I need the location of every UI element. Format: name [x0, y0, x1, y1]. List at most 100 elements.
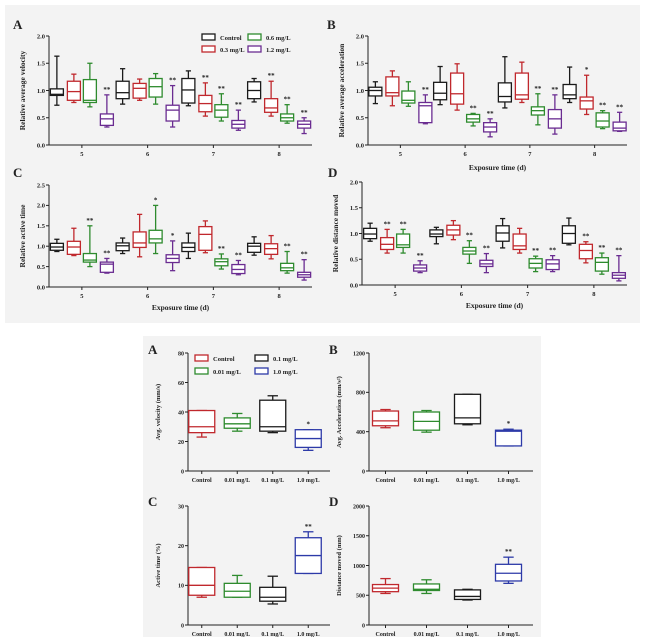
box-plot	[429, 226, 444, 245]
box-iqr	[453, 393, 482, 425]
legend-swatch	[254, 367, 269, 375]
box-plot: **	[395, 220, 411, 254]
x-tick-label: 0.1 mg/L	[456, 478, 479, 484]
y-tick-label: 20	[178, 440, 184, 446]
box-iqr	[49, 88, 65, 97]
box-plot	[259, 575, 287, 605]
y-tick-label: 1.0	[356, 88, 364, 95]
box-iqr	[259, 399, 287, 432]
panel-bottom-c: C 0 10 20 30 Active time (%) Control 0.01 mg/L 0…	[148, 494, 330, 637]
box-iqr	[579, 96, 594, 110]
box-plot: *	[579, 66, 594, 116]
y-tick-label: 0	[181, 469, 184, 475]
box-plot	[82, 62, 98, 108]
box-iqr	[223, 417, 251, 429]
significance-label: **	[615, 247, 623, 255]
box-plot	[49, 238, 65, 253]
panel-top-b: B 0.0 0.5 1.0 1.5 2.0 Relative average acceler…	[327, 17, 627, 172]
significance-label: **	[582, 233, 590, 241]
significance-label: **	[268, 72, 276, 80]
x-axis-label: Exposure time (d)	[466, 301, 524, 310]
legend-label: 0.1 mg/L	[273, 356, 298, 363]
box-iqr	[561, 225, 577, 244]
legend-label: 1.2 mg/L	[266, 47, 291, 54]
box-plot	[66, 227, 82, 257]
significance-label: **	[549, 247, 557, 255]
significance-label: **	[417, 252, 425, 260]
x-tick-label: 1.0 mg/L	[497, 632, 520, 637]
box-iqr	[595, 112, 610, 128]
x-tick-label: 6	[464, 151, 468, 158]
x-tick-label: 1.0 mg/L	[497, 478, 520, 484]
x-tick-label: 8	[278, 151, 282, 158]
significance-label: **	[599, 102, 607, 110]
box-plot: *	[165, 232, 180, 272]
figure-top: A 0.0 0.5 1.0 1.5 2.0 Relative average velocit…	[5, 5, 640, 323]
box-iqr	[148, 77, 163, 98]
legend-label: 0.6 mg/L	[266, 35, 291, 42]
x-tick-label: 8	[278, 293, 282, 300]
box-plot	[371, 408, 400, 429]
box-iqr	[453, 589, 482, 601]
x-tick-label: 0.1 mg/L	[456, 632, 479, 637]
box-plot: **	[530, 85, 546, 126]
legend: Control 0.3 mg/L 0.6 mg/L 1.2 mg/L	[201, 33, 291, 54]
box-plot: **	[279, 243, 295, 274]
box-plot: **	[231, 251, 246, 276]
box-iqr	[66, 80, 82, 101]
x-tick-label: 0.01 mg/L	[414, 478, 440, 484]
legend-label: Control	[220, 35, 242, 42]
y-tick-label: 0	[362, 469, 365, 475]
significance-label: *	[307, 421, 311, 429]
y-tick-label: 0.0	[37, 284, 45, 291]
box-plot: **	[465, 104, 481, 127]
box-plot	[181, 232, 196, 260]
box-plot: **	[479, 245, 494, 274]
box-iqr	[412, 583, 441, 592]
y-tick-label: 1.5	[37, 61, 46, 68]
box-iqr	[594, 257, 610, 272]
x-tick-label: 5	[399, 151, 403, 158]
significance-label: **	[301, 109, 309, 117]
panel-letter: D	[329, 494, 338, 509]
box-plot	[148, 72, 163, 105]
x-tick-label: 0.01 mg/L	[224, 478, 250, 484]
x-axis-label: Exposure time (d)	[469, 163, 527, 172]
x-axis-label: Exposure time (d)	[152, 303, 210, 312]
x-tick-label: 7	[528, 151, 532, 158]
box-plot	[263, 234, 279, 260]
box-plot: **	[578, 233, 594, 264]
box-plot	[223, 574, 251, 598]
box-plot: **	[462, 232, 477, 265]
y-tick-label: 1.5	[37, 223, 46, 230]
box-iqr	[429, 229, 444, 238]
y-axis-label: Avg. velocity (mm/s)	[155, 384, 162, 440]
box-iqr	[66, 240, 82, 256]
significance-label: **	[169, 77, 177, 85]
y-tick-label: 0	[181, 623, 184, 629]
box-plot	[412, 409, 441, 433]
box-iqr	[449, 72, 465, 105]
box-plot: **	[99, 86, 115, 128]
significance-label: **	[483, 245, 491, 253]
panel-top-d: D 0.0 0.5 1.0 1.5 2.0 Relative distance moved 5…	[328, 165, 627, 310]
box-plot	[115, 68, 130, 105]
box-iqr	[395, 233, 411, 249]
legend-item: 0.01 mg/L	[194, 367, 241, 376]
box-iqr	[115, 80, 130, 100]
y-tick-label: 1.5	[350, 205, 359, 212]
legend-item: 0.6 mg/L	[247, 33, 291, 42]
legend-item: Control	[201, 33, 242, 42]
y-tick-label: 2.0	[356, 33, 364, 40]
box-plot	[495, 217, 510, 249]
box-iqr	[198, 225, 213, 251]
significance-label: **	[505, 548, 513, 556]
box-plot	[66, 73, 82, 104]
box-plot: **	[263, 72, 279, 117]
box-plot: *	[148, 196, 163, 255]
y-tick-label: 20	[178, 544, 184, 550]
box-plot: **	[294, 523, 322, 575]
significance-label: **	[487, 110, 495, 118]
y-axis-label: Relative distance moved	[331, 194, 340, 272]
x-tick-label: Control	[192, 632, 212, 637]
